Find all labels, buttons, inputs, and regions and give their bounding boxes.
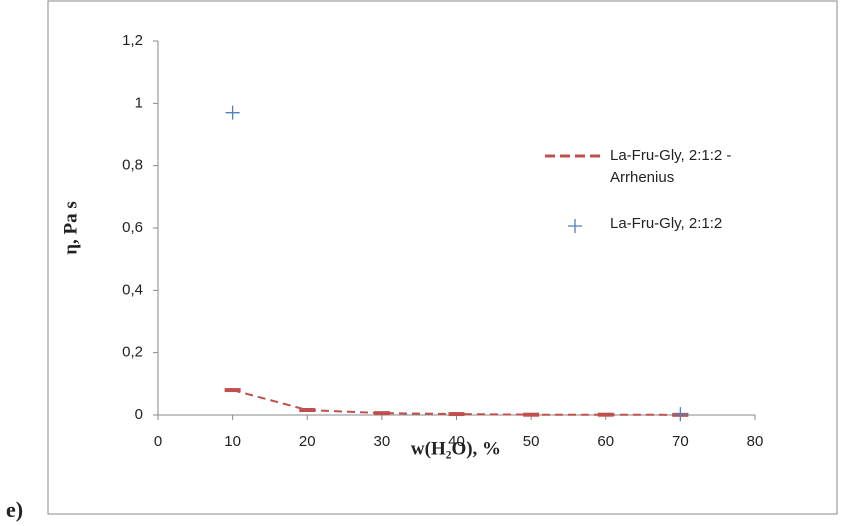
point-marker: [597, 412, 614, 417]
x-axis-title: w(H₂O), %: [411, 438, 501, 459]
x-tick-label: 20: [299, 433, 316, 450]
x-tick-label: 50: [523, 433, 540, 450]
scatter-point: [673, 407, 688, 422]
y-axis-title: η, Pa s: [60, 201, 81, 255]
x-tick-label: 60: [597, 433, 614, 450]
y-tick-label: 0,2: [122, 344, 143, 361]
legend-swatch: [568, 219, 582, 233]
panel-label: e): [6, 497, 23, 522]
point-marker: [448, 412, 465, 417]
x-tick-label: 30: [374, 433, 391, 450]
point-marker: [224, 388, 241, 393]
y-tick-label: 0,8: [122, 157, 143, 174]
x-tick-label: 70: [672, 433, 689, 450]
legend-label: La-Fru-Gly, 2:1:2: [610, 215, 723, 232]
point-marker: [373, 411, 390, 416]
y-tick-label: 0: [135, 406, 143, 423]
x-tick-label: 40: [448, 433, 465, 450]
x-tick-label: 80: [747, 433, 764, 450]
legend-label: La-Fru-Gly, 2:1:2 - Arrhenius: [610, 147, 732, 186]
x-tick-label: 0: [154, 433, 162, 450]
y-tick-label: 0,4: [122, 281, 143, 298]
point-marker: [299, 408, 316, 413]
y-tick-label: 1: [135, 94, 143, 111]
y-tick-label: 1,2: [122, 32, 143, 49]
x-tick-label: 10: [224, 433, 241, 450]
point-marker: [523, 412, 540, 417]
chart-frame: [47, 0, 838, 515]
scatter-point: [225, 105, 240, 120]
y-tick-label: 0,6: [122, 219, 143, 236]
